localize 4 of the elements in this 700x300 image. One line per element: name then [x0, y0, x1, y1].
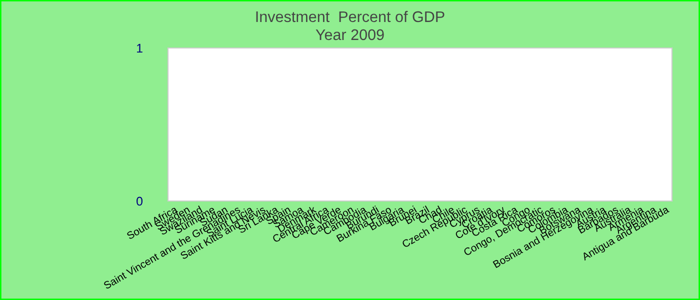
y-tick-label: 1: [137, 44, 142, 53]
y-tick-label: 0: [136, 196, 143, 206]
chart-subtitle: Year 2009: [316, 29, 384, 40]
chart-title: Investment Percent of GDP: [256, 10, 444, 22]
